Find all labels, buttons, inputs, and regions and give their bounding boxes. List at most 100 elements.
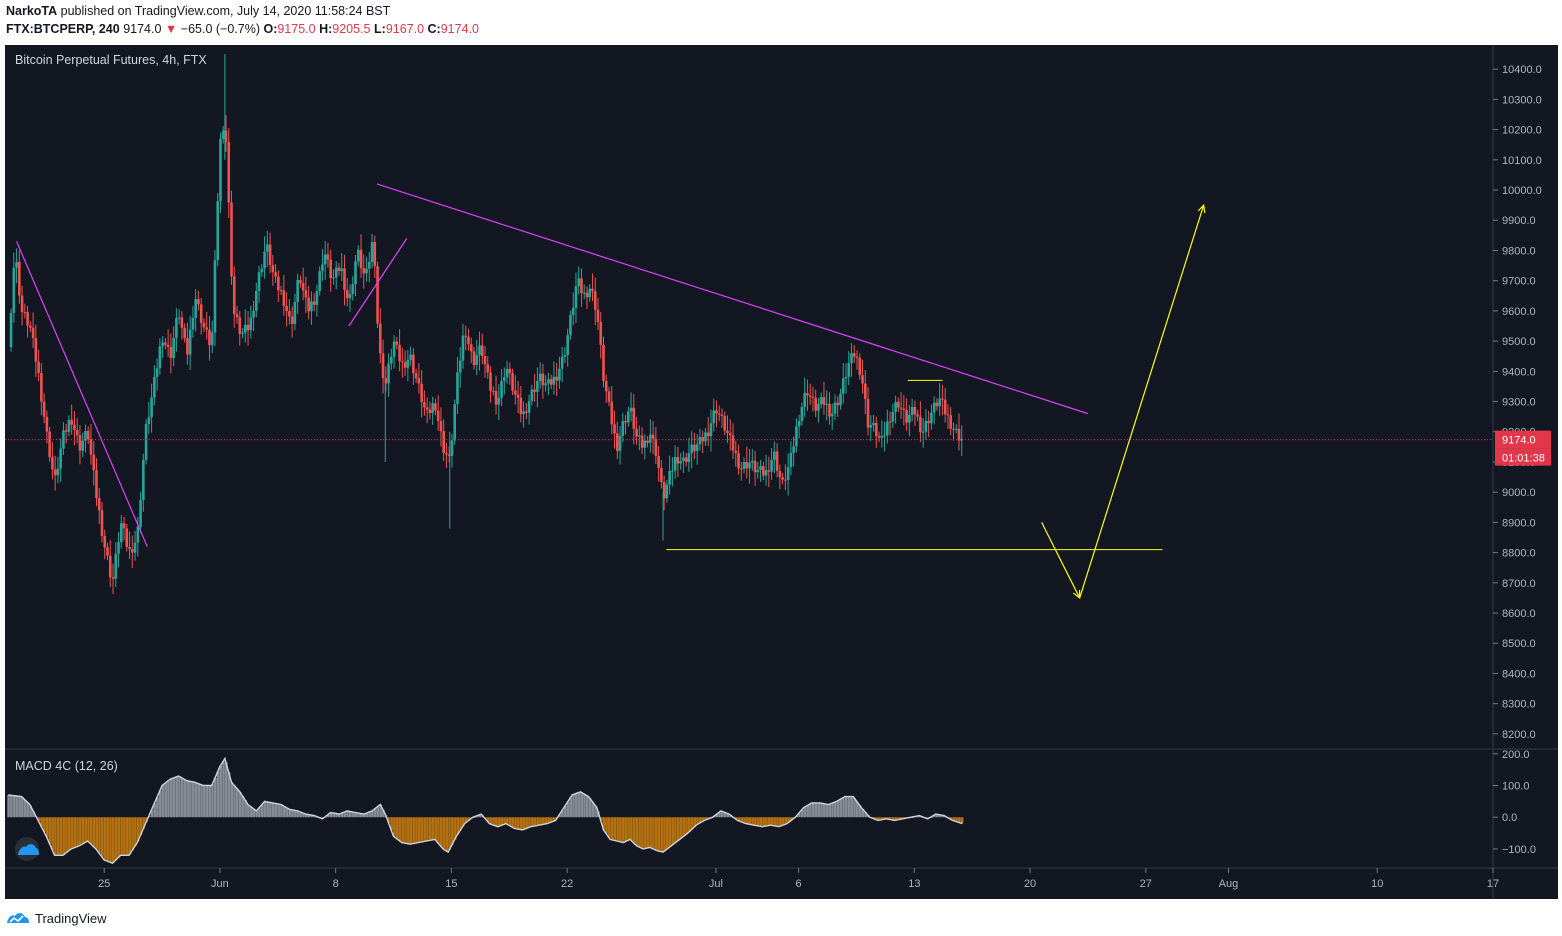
macd-bar — [685, 817, 688, 835]
candle-body — [687, 453, 691, 462]
macd-bar — [23, 799, 27, 818]
candle-body — [387, 363, 390, 384]
tv-watermark-cloud-icon — [18, 844, 39, 855]
candle-body — [483, 356, 487, 365]
candle-body — [643, 440, 647, 448]
macd-bar — [54, 817, 57, 856]
candle-body — [514, 390, 517, 395]
candle-body — [409, 354, 412, 360]
macd-bar — [89, 817, 93, 845]
candle-body — [503, 377, 506, 381]
macd-bar — [467, 817, 471, 821]
candle-body — [436, 410, 440, 421]
macd-layer — [7, 756, 964, 865]
candle-body — [425, 407, 429, 410]
up-arrow-head — [1197, 203, 1206, 214]
chart-frame[interactable]: 10400.0 10300.0 10200.0 10100.0 10000.0 9900.… — [5, 45, 1558, 899]
macd-bar — [621, 817, 625, 843]
author-name[interactable]: NarkoTA — [6, 4, 58, 18]
candle-body — [122, 523, 126, 529]
candle-body — [299, 280, 302, 284]
candle-body — [139, 500, 142, 527]
macd-bar — [853, 798, 856, 818]
macd-bar — [789, 817, 793, 821]
macd-bar — [916, 815, 920, 818]
macd-bar — [856, 801, 859, 818]
macd-bar — [362, 814, 366, 818]
candle-body — [536, 380, 539, 392]
macd-bar — [693, 817, 697, 827]
macd-bar — [503, 817, 506, 825]
candle-body — [894, 401, 897, 412]
candle-body — [249, 317, 253, 331]
macd-bar — [616, 817, 619, 842]
macd-bar — [343, 811, 347, 818]
macd-bar — [602, 817, 606, 830]
candle-body — [48, 431, 51, 458]
price-tick-label: 9700.0 — [1502, 276, 1536, 288]
macd-bar — [723, 812, 727, 818]
macd-bar — [59, 817, 63, 856]
candle-body — [370, 241, 374, 262]
candle-body — [726, 430, 729, 433]
candle-body — [930, 412, 933, 424]
candle-body — [580, 278, 583, 294]
candle-body — [530, 389, 534, 401]
candle-body — [362, 268, 366, 274]
publish-line: NarkoTA published on TradingView.com, Ju… — [6, 4, 390, 18]
footer-brand[interactable]: TradingView — [6, 909, 107, 927]
macd-bar — [828, 804, 832, 818]
candle-body — [268, 244, 272, 265]
price-tick-label: 10400.0 — [1502, 64, 1542, 76]
macd-bar — [715, 814, 719, 818]
macd-tick-label: −100.0 — [1502, 844, 1536, 856]
macd-bar — [252, 808, 256, 818]
candle-body — [861, 375, 864, 384]
candle-body — [464, 335, 468, 337]
macd-bar — [150, 809, 154, 818]
macd-bar — [208, 785, 212, 818]
macd-bar — [84, 817, 88, 843]
macd-bar — [635, 817, 639, 846]
macd-bar — [726, 813, 730, 818]
macd-bar — [255, 810, 258, 818]
candle-body — [635, 428, 638, 437]
macd-bar — [619, 817, 622, 842]
macd-bar — [456, 817, 460, 835]
candle-body — [919, 416, 922, 433]
candle-body — [290, 316, 294, 324]
price-tick-label: 8700.0 — [1502, 578, 1536, 590]
candle-body — [62, 430, 65, 449]
macd-bar — [847, 796, 851, 818]
candle-body — [315, 290, 319, 305]
candle-body — [946, 414, 950, 416]
time-tick-label: Aug — [1219, 878, 1239, 890]
macd-bar — [244, 800, 247, 818]
macd-bar — [781, 817, 785, 826]
macd-bar — [98, 817, 101, 854]
macd-bar — [820, 803, 823, 818]
macd-bar — [266, 801, 269, 818]
candle-body — [803, 393, 806, 407]
macd-bar — [784, 817, 787, 825]
macd-bar — [200, 784, 203, 818]
macd-bar — [646, 817, 650, 848]
macd-bar — [172, 777, 176, 818]
candle-body — [745, 461, 749, 469]
candle-body — [354, 261, 357, 285]
macd-bar — [406, 817, 410, 844]
macd-bar — [368, 811, 371, 818]
macd-bar — [561, 810, 564, 818]
macd-bar — [541, 817, 545, 825]
candle-body — [844, 376, 848, 379]
time-tick-label: 15 — [445, 878, 457, 890]
price-tick-label: 8600.0 — [1502, 608, 1536, 620]
chart-svg[interactable]: 10400.010300.010200.010100.010000.09900.… — [5, 45, 1558, 899]
candle-body — [943, 399, 947, 415]
macd-bar — [701, 817, 705, 822]
macd-bar — [787, 817, 790, 823]
macd-bar — [464, 817, 468, 823]
macd-bar — [114, 817, 118, 861]
macd-bar — [112, 817, 115, 863]
macd-bar — [737, 817, 741, 821]
